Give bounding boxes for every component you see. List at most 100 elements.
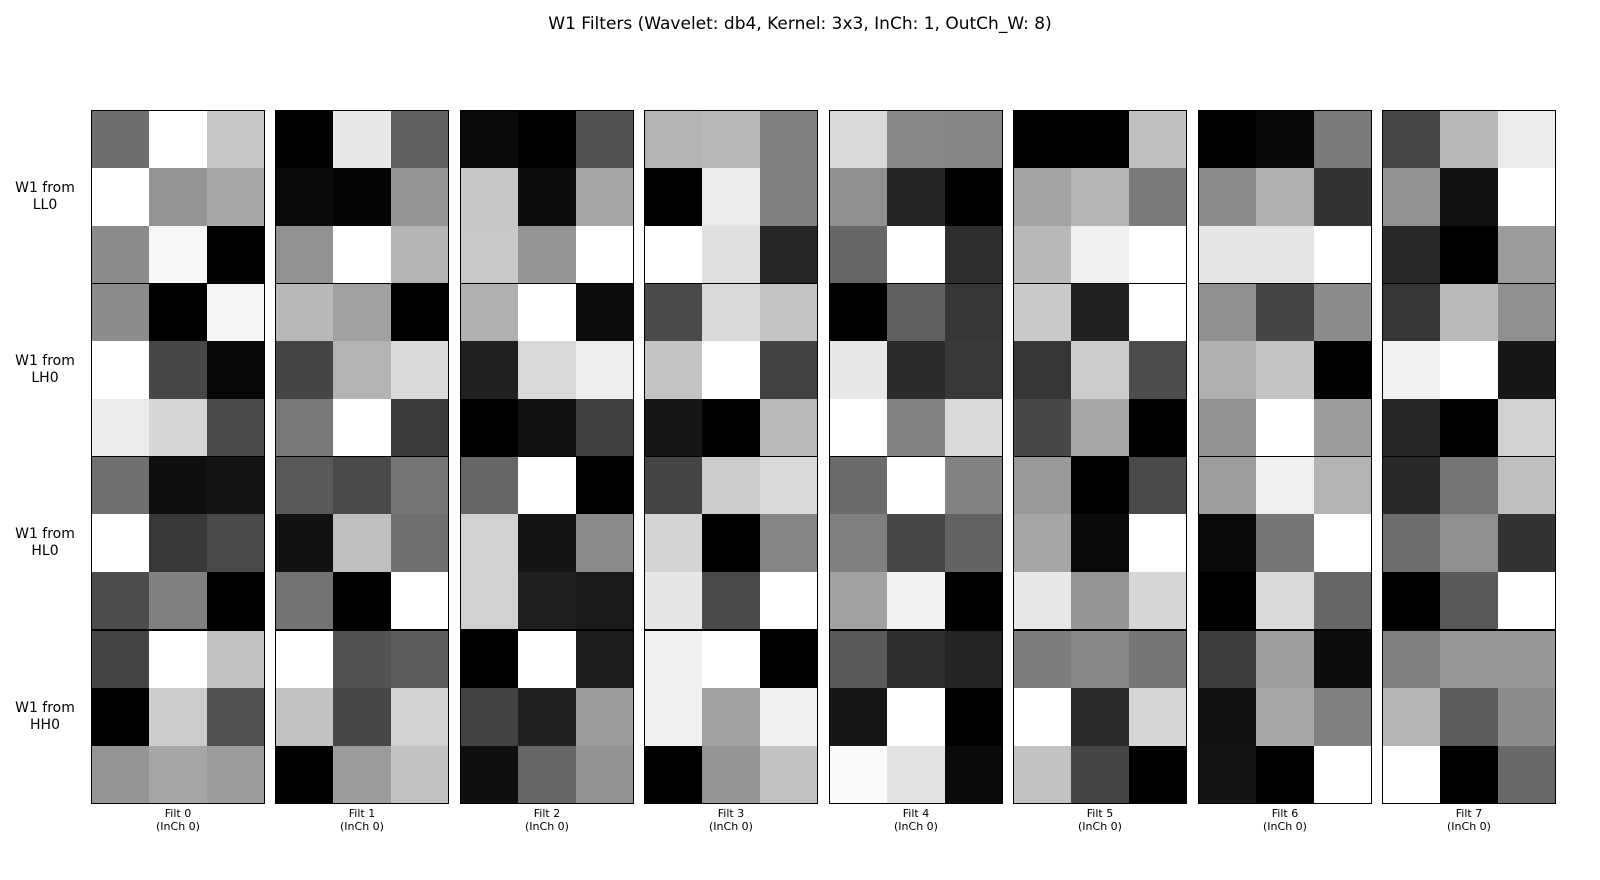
heatmap-cell <box>944 571 1002 629</box>
heatmap-cell <box>276 284 334 342</box>
heatmap-cell <box>149 745 207 803</box>
heatmap-cell <box>1497 745 1555 803</box>
heatmap-cell <box>1071 571 1129 629</box>
heatmap-cell <box>276 168 334 226</box>
heatmap-cell <box>702 284 760 342</box>
heatmap-cell <box>1071 168 1129 226</box>
heatmap-cell <box>1383 341 1441 399</box>
heatmap-cell <box>1383 168 1441 226</box>
heatmap-cell <box>645 571 703 629</box>
heatmap-cell <box>1256 571 1314 629</box>
heatmap-cell <box>830 571 888 629</box>
heatmap-cell <box>887 745 945 803</box>
heatmap-cell <box>390 168 448 226</box>
heatmap-cell <box>645 341 703 399</box>
heatmap-cell <box>461 284 519 342</box>
heatmap-cell <box>759 225 817 283</box>
heatmap-cell <box>1128 225 1186 283</box>
column-label: Filt 3 (InCh 0) <box>709 807 753 833</box>
heatmap-cell <box>1313 745 1371 803</box>
heatmap-cell <box>1256 168 1314 226</box>
heatmap-cell <box>206 398 264 456</box>
heatmap-cell <box>759 688 817 746</box>
heatmap-cell <box>461 398 519 456</box>
heatmap-cell <box>1199 225 1257 283</box>
heatmap-cell <box>575 225 633 283</box>
heatmap-cell <box>1199 111 1257 169</box>
heatmap-cell <box>645 284 703 342</box>
heatmap-cell <box>1383 457 1441 515</box>
heatmap-cell <box>645 631 703 689</box>
heatmap-cell <box>702 631 760 689</box>
heatmap-cell <box>1383 225 1441 283</box>
column-label: Filt 4 (InCh 0) <box>894 807 938 833</box>
heatmap-cell <box>702 688 760 746</box>
heatmap-cell <box>1440 284 1498 342</box>
heatmap-cell <box>944 745 1002 803</box>
heatmap-cell <box>944 514 1002 572</box>
heatmap-cell <box>149 168 207 226</box>
chart-title: W1 Filters (Wavelet: db4, Kernel: 3x3, I… <box>548 14 1052 34</box>
heatmap-cell <box>1071 514 1129 572</box>
heatmap-cell <box>575 341 633 399</box>
heatmap-cell <box>1440 111 1498 169</box>
heatmap-cell <box>461 225 519 283</box>
heatmap-cell <box>645 225 703 283</box>
heatmap-cell <box>944 111 1002 169</box>
row-label: W1 from LH0 <box>15 353 75 386</box>
filter-panel <box>829 456 1003 630</box>
heatmap-cell <box>390 745 448 803</box>
heatmap-cell <box>575 168 633 226</box>
heatmap-cell <box>92 111 150 169</box>
heatmap-cell <box>1071 284 1129 342</box>
heatmap-cell <box>1128 631 1186 689</box>
heatmap-cell <box>1128 514 1186 572</box>
heatmap-cell <box>1199 284 1257 342</box>
heatmap-cell <box>759 341 817 399</box>
heatmap-cell <box>1313 284 1371 342</box>
heatmap-cell <box>887 688 945 746</box>
heatmap-cell <box>518 571 576 629</box>
heatmap-cell <box>1014 514 1072 572</box>
heatmap-cell <box>887 457 945 515</box>
heatmap-cell <box>1071 745 1129 803</box>
heatmap-cell <box>1256 398 1314 456</box>
filter-panel <box>1382 456 1556 630</box>
heatmap-cell <box>1128 341 1186 399</box>
heatmap-cell <box>461 111 519 169</box>
heatmap-cell <box>276 398 334 456</box>
heatmap-cell <box>575 398 633 456</box>
heatmap-cell <box>1199 341 1257 399</box>
heatmap-cell <box>1383 514 1441 572</box>
heatmap-cell <box>1014 457 1072 515</box>
heatmap-cell <box>1256 341 1314 399</box>
heatmap-cell <box>887 168 945 226</box>
heatmap-cell <box>206 745 264 803</box>
heatmap-cell <box>390 631 448 689</box>
heatmap-cell <box>1497 688 1555 746</box>
heatmap-cell <box>1497 341 1555 399</box>
heatmap-cell <box>1497 284 1555 342</box>
heatmap-cell <box>830 457 888 515</box>
heatmap-cell <box>461 168 519 226</box>
heatmap-cell <box>1313 457 1371 515</box>
heatmap-cell <box>149 514 207 572</box>
heatmap-cell <box>1383 571 1441 629</box>
heatmap-cell <box>333 168 391 226</box>
heatmap-cell <box>887 571 945 629</box>
heatmap-cell <box>276 225 334 283</box>
column-label: Filt 1 (InCh 0) <box>340 807 384 833</box>
heatmap-cell <box>92 457 150 515</box>
heatmap-cell <box>1383 745 1441 803</box>
heatmap-cell <box>1199 398 1257 456</box>
heatmap-cell <box>92 571 150 629</box>
heatmap-cell <box>518 168 576 226</box>
heatmap-cell <box>276 688 334 746</box>
heatmap-cell <box>944 457 1002 515</box>
filter-panel <box>644 110 818 284</box>
heatmap-cell <box>390 341 448 399</box>
heatmap-cell <box>149 225 207 283</box>
heatmap-cell <box>206 457 264 515</box>
heatmap-cell <box>276 571 334 629</box>
heatmap-cell <box>1128 571 1186 629</box>
